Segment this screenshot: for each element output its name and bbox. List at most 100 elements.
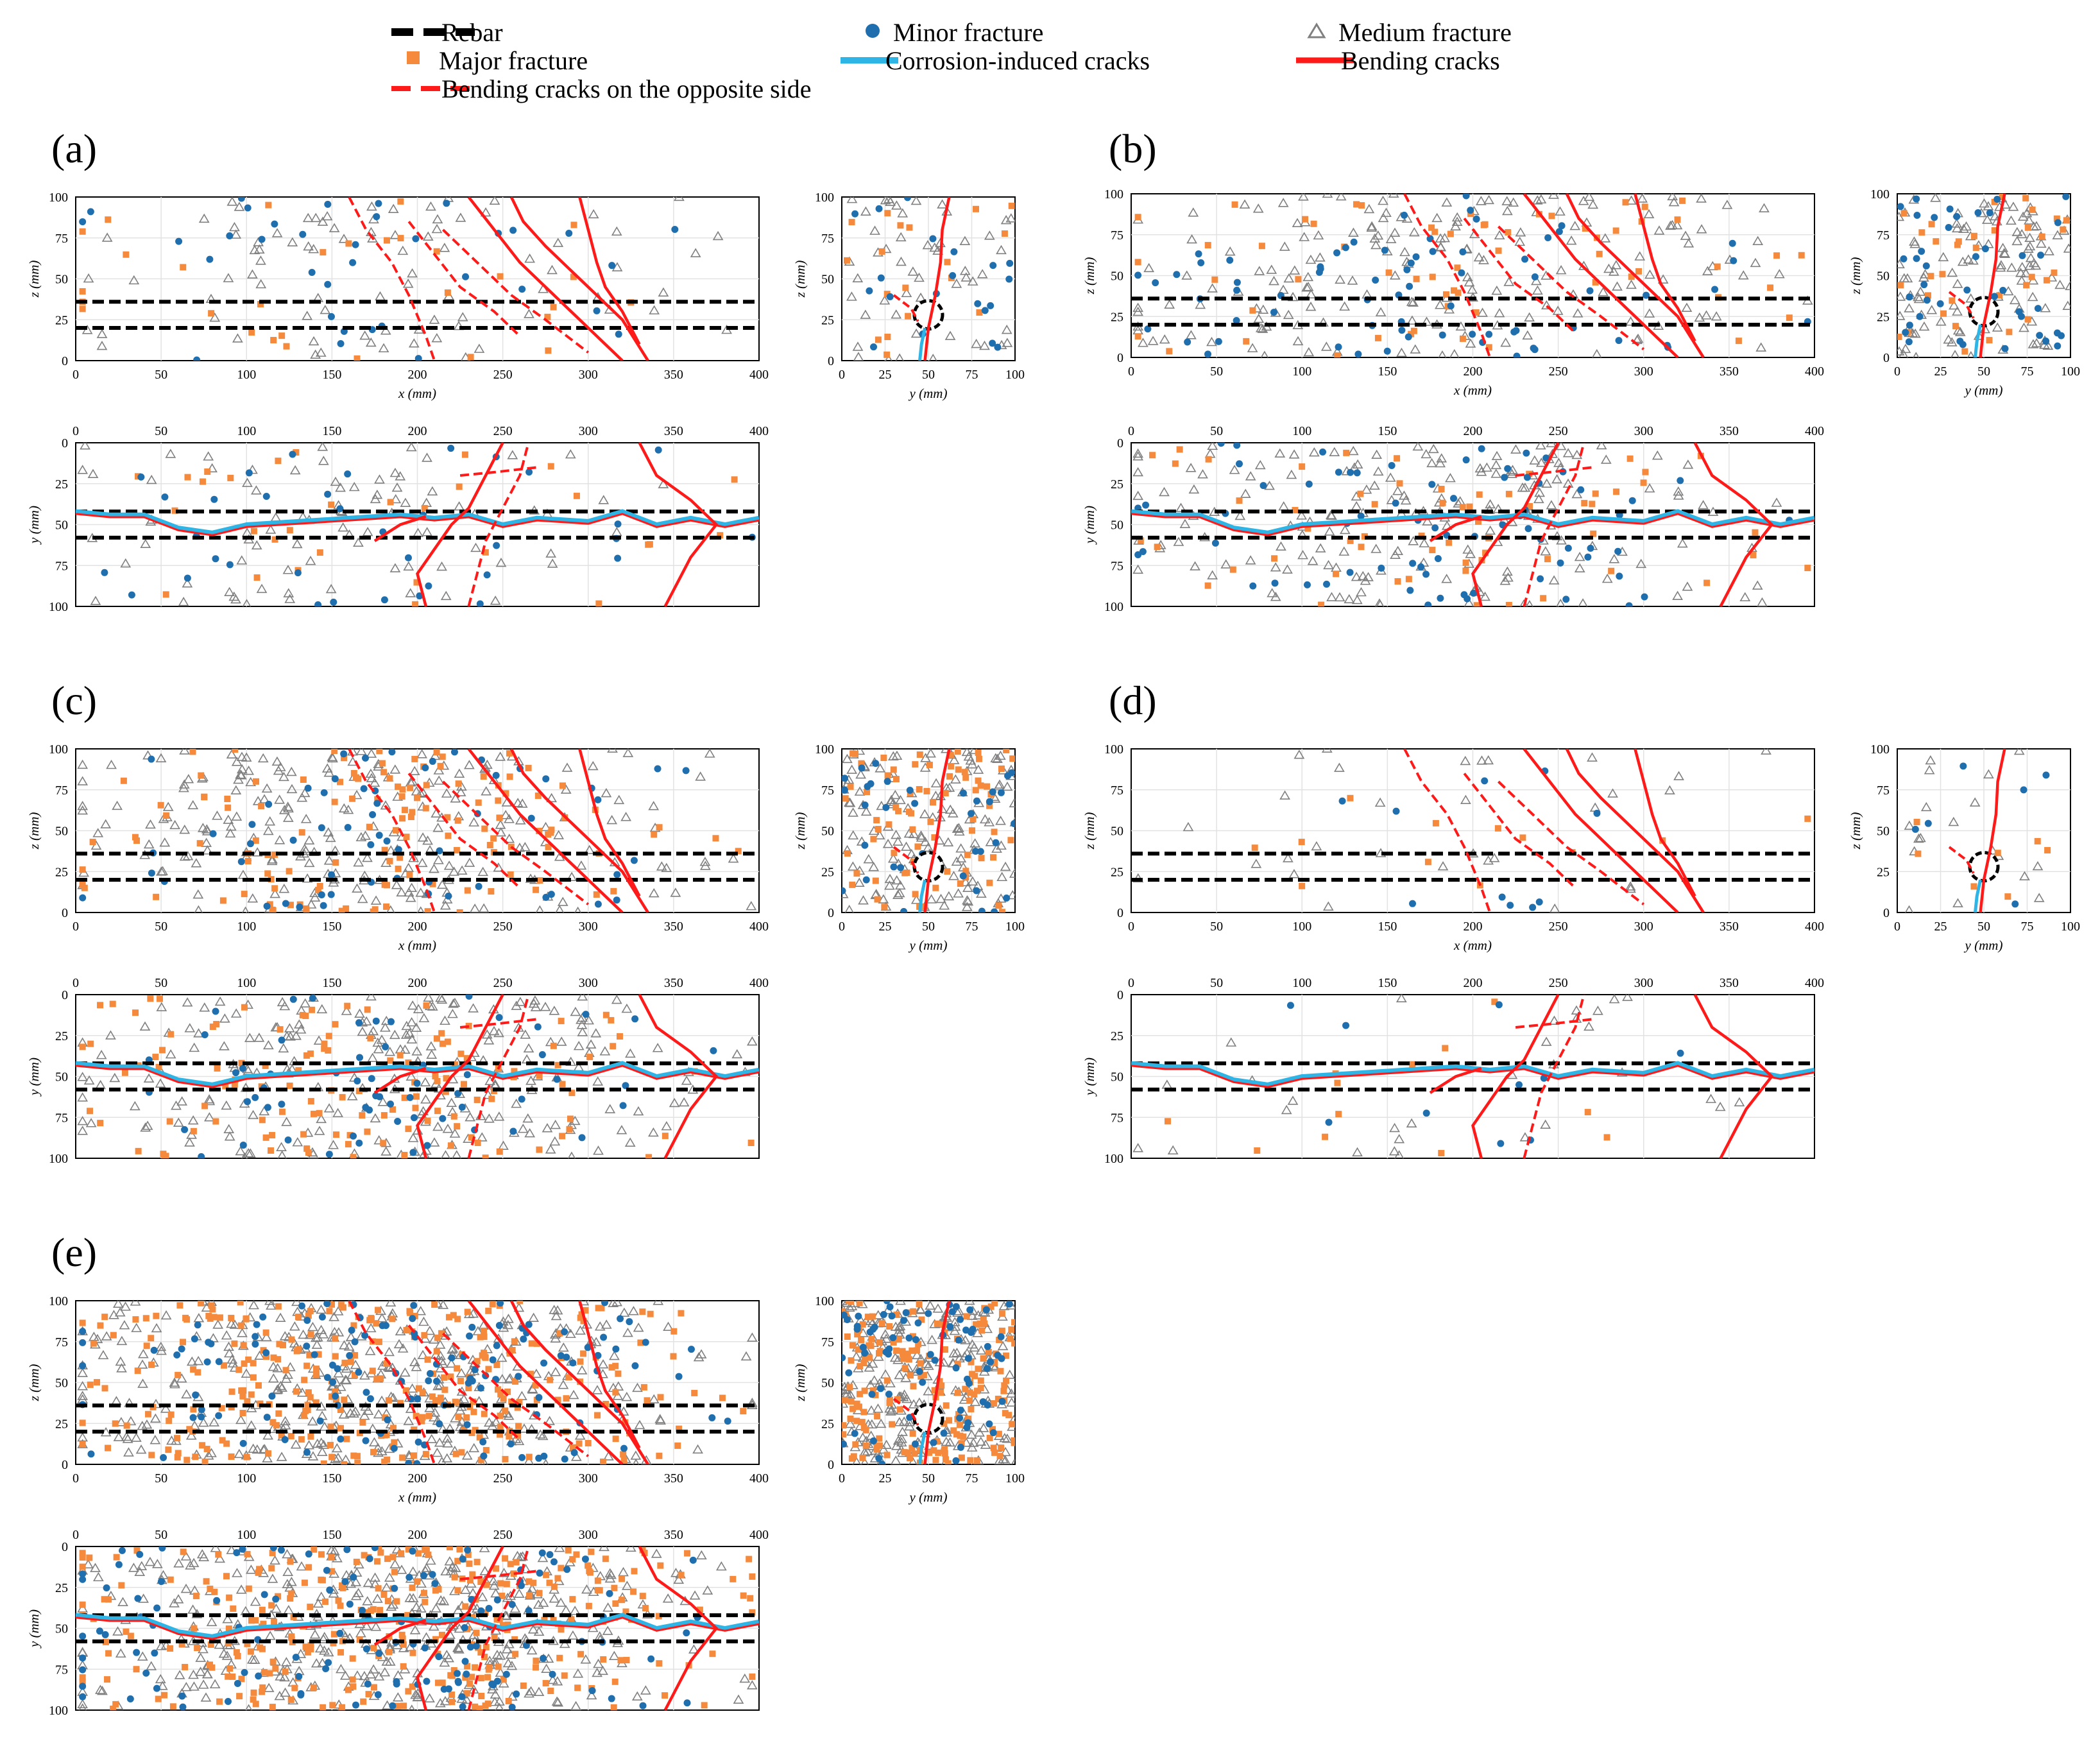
medium-fracture-marker bbox=[1283, 273, 1295, 283]
major-fracture-marker bbox=[237, 1301, 244, 1306]
medium-fracture-marker bbox=[1549, 1015, 1560, 1025]
major-fracture-marker bbox=[163, 812, 170, 819]
medium-fracture-marker bbox=[909, 1457, 918, 1464]
minor-fracture-marker bbox=[1462, 456, 1470, 464]
major-fracture-marker bbox=[386, 857, 393, 864]
medium-fracture-marker bbox=[1396, 995, 1407, 1002]
major-fracture-marker bbox=[950, 1427, 957, 1434]
major-fracture-marker bbox=[412, 601, 419, 606]
medium-fracture-marker bbox=[585, 1039, 597, 1049]
major-fracture-marker bbox=[884, 351, 891, 358]
medium-fracture-marker bbox=[350, 1577, 362, 1586]
y-axis-label: z (mm) bbox=[792, 1364, 808, 1402]
major-fracture-marker bbox=[497, 1412, 504, 1419]
medium-fracture-marker bbox=[914, 1397, 925, 1407]
major-fracture-marker bbox=[375, 1306, 382, 1314]
opposite-bending-crack bbox=[348, 749, 436, 912]
medium-fracture-marker bbox=[2027, 291, 2038, 302]
major-fracture-marker bbox=[1915, 850, 1922, 857]
minor-fracture-marker bbox=[957, 1315, 964, 1323]
major-fracture-marker bbox=[482, 1446, 490, 1453]
major-fracture-marker bbox=[381, 1432, 388, 1439]
medium-fracture-marker bbox=[1333, 762, 1345, 772]
medium-fracture-marker bbox=[1428, 443, 1439, 454]
major-fracture-marker bbox=[300, 1412, 307, 1419]
medium-fracture-marker bbox=[434, 1380, 446, 1389]
medium-fracture-marker bbox=[852, 1457, 861, 1464]
major-fracture-marker bbox=[437, 762, 444, 769]
major-fracture-marker bbox=[511, 1338, 518, 1345]
medium-fracture-marker bbox=[369, 1437, 380, 1446]
minor-fracture-marker bbox=[842, 786, 848, 794]
medium-fracture-marker bbox=[376, 1034, 388, 1044]
major-fracture-marker bbox=[303, 905, 310, 912]
medium-fracture-marker bbox=[897, 208, 909, 218]
major-fracture-marker bbox=[905, 1356, 912, 1363]
medium-fracture-marker bbox=[977, 269, 988, 278]
major-fracture-marker bbox=[948, 763, 955, 770]
minor-fracture-marker bbox=[1197, 259, 1205, 266]
major-fracture-marker bbox=[381, 846, 388, 853]
medium-fracture-marker bbox=[77, 1126, 89, 1135]
medium-fracture-marker bbox=[1979, 198, 1990, 208]
major-fracture-marker bbox=[1295, 276, 1302, 283]
major-fracture-marker bbox=[1442, 1045, 1449, 1052]
minor-fracture-marker bbox=[974, 300, 982, 307]
medium-fracture-marker bbox=[854, 749, 866, 755]
minor-fracture-marker bbox=[1354, 350, 1362, 357]
minor-fracture-marker bbox=[1381, 246, 1388, 254]
medium-fracture-marker bbox=[1314, 252, 1326, 262]
major-fracture-marker bbox=[79, 1319, 86, 1326]
medium-fracture-marker bbox=[633, 1323, 644, 1332]
minor-fracture-marker bbox=[1233, 286, 1241, 294]
major-fracture-marker bbox=[1674, 216, 1681, 223]
major-fracture-marker bbox=[440, 1040, 447, 1047]
major-fracture-marker bbox=[533, 1340, 540, 1347]
minor-fracture-marker bbox=[1319, 448, 1327, 456]
major-fracture-marker bbox=[306, 1351, 313, 1358]
major-fracture-marker bbox=[1409, 1061, 1416, 1068]
medium-fracture-marker bbox=[1408, 297, 1419, 307]
medium-fracture-marker bbox=[712, 230, 724, 241]
medium-fracture-marker bbox=[409, 1625, 421, 1634]
minor-fracture-marker bbox=[483, 571, 491, 579]
medium-fracture-marker bbox=[295, 1649, 307, 1658]
medium-fracture-marker bbox=[468, 1443, 480, 1453]
medium-fracture-marker bbox=[232, 1568, 243, 1577]
major-fracture-marker bbox=[423, 782, 430, 789]
medium-fracture-marker bbox=[266, 1301, 277, 1310]
medium-fracture-marker bbox=[1347, 275, 1358, 285]
medium-fracture-marker bbox=[268, 1373, 279, 1383]
major-fracture-marker bbox=[326, 1308, 333, 1315]
medium-fracture-marker bbox=[1467, 284, 1478, 294]
major-fracture-marker bbox=[1439, 499, 1446, 506]
medium-fracture-marker bbox=[1138, 338, 1148, 347]
major-fracture-marker bbox=[194, 1369, 201, 1376]
medium-fracture-marker bbox=[1392, 486, 1403, 495]
medium-fracture-marker bbox=[1501, 205, 1513, 216]
major-fracture-marker bbox=[198, 1301, 205, 1306]
medium-fracture-marker bbox=[97, 1685, 108, 1695]
minor-fracture-marker bbox=[346, 1352, 354, 1360]
minor-fracture-marker bbox=[320, 902, 327, 909]
major-fracture-marker bbox=[884, 291, 891, 298]
major-fracture-marker bbox=[223, 1440, 230, 1447]
major-fracture-marker bbox=[275, 1356, 282, 1363]
major-fracture-marker bbox=[1003, 1377, 1010, 1384]
major-fracture-marker bbox=[400, 1641, 407, 1648]
medium-fracture-marker bbox=[1476, 755, 1487, 765]
medium-fracture-marker bbox=[524, 1455, 534, 1464]
major-fracture-marker bbox=[328, 1301, 335, 1308]
medium-fracture-marker bbox=[1569, 221, 1581, 230]
major-fracture-marker bbox=[853, 870, 860, 877]
minor-fracture-marker bbox=[409, 1149, 417, 1156]
medium-fracture-marker bbox=[1252, 203, 1264, 213]
medium-fracture-marker bbox=[313, 1035, 325, 1045]
medium-fracture-marker bbox=[116, 1363, 127, 1373]
minor-fracture-marker bbox=[1521, 255, 1529, 263]
minor-fracture-marker bbox=[1429, 248, 1437, 255]
major-fracture-marker bbox=[343, 1435, 350, 1443]
minor-fracture-marker bbox=[327, 313, 335, 320]
medium-fracture-marker bbox=[520, 1029, 531, 1039]
major-fracture-marker bbox=[283, 343, 290, 350]
